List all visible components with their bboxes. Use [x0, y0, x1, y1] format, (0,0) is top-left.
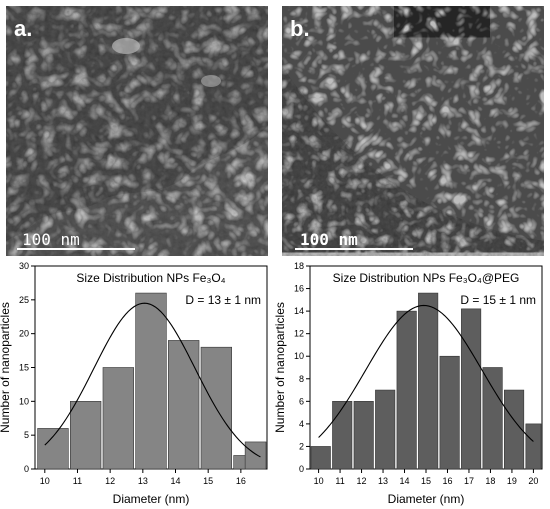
- y-tick-label: 4: [299, 419, 304, 429]
- histogram-bar: [244, 441, 267, 470]
- x-axis-label: Diameter (nm): [113, 492, 190, 506]
- scale-bar-label-a: 100 nm: [22, 230, 80, 249]
- histogram-bar: [70, 401, 102, 470]
- gaussian-fit-curve: [318, 304, 534, 442]
- histogram-bar: [461, 308, 482, 470]
- tem-image-b: [282, 6, 544, 256]
- x-tick-label: 14: [170, 476, 180, 486]
- histogram-bar: [310, 446, 331, 470]
- histogram-svg-a: Size Distribution NPs Fe₃O₄ D = 13 ± 1 n…: [0, 261, 268, 506]
- histogram-bar: [37, 428, 69, 470]
- panel-label-a: a.: [14, 16, 33, 41]
- scale-bar-a: [17, 248, 135, 250]
- x-tick-label: 17: [464, 476, 474, 486]
- tem-image-a: [6, 6, 268, 256]
- x-tick-label: 19: [507, 476, 517, 486]
- histogram-bar: [396, 310, 417, 470]
- histogram-bar: [332, 401, 353, 470]
- histogram-bar: [525, 423, 542, 470]
- y-tick-label: 0: [24, 464, 29, 474]
- x-tick-label: 13: [378, 476, 388, 486]
- y-tick-label: 14: [294, 306, 304, 316]
- x-tick-label: 12: [105, 476, 115, 486]
- chart-title: Size Distribution NPs Fe₃O₄: [76, 271, 225, 285]
- chart-annotation: D = 15 ± 1 nm: [460, 293, 536, 307]
- histogram-bar: [504, 389, 525, 470]
- x-tick-label: 16: [236, 476, 246, 486]
- x-tick-label: 13: [138, 476, 148, 486]
- y-tick-label: 5: [24, 430, 29, 440]
- x-tick-label: 20: [528, 476, 538, 486]
- histogram-bar: [439, 355, 460, 470]
- histogram-chart-b: Size Distribution NPs Fe₃O₄@PEG D = 15 ±…: [273, 260, 550, 509]
- x-tick-label: 10: [314, 476, 324, 486]
- gaussian-fit-curve: [44, 302, 261, 458]
- x-tick-label: 14: [400, 476, 410, 486]
- y-tick-label: 0: [299, 464, 304, 474]
- x-tick-label: 12: [357, 476, 367, 486]
- histogram-bar: [135, 292, 167, 470]
- x-tick-label: 16: [442, 476, 452, 486]
- scale-bar-label-b: 100 nm: [300, 230, 358, 249]
- y-tick-label: 6: [299, 396, 304, 406]
- histogram-svg-b: Size Distribution NPs Fe₃O₄@PEG D = 15 ±…: [273, 261, 543, 506]
- y-tick-label: 20: [19, 329, 29, 339]
- x-tick-label: 10: [40, 476, 50, 486]
- y-tick-label: 12: [294, 329, 304, 339]
- y-tick-label: 18: [294, 261, 304, 271]
- scale-bar-b: [295, 248, 413, 250]
- histogram-bar: [102, 367, 134, 470]
- histogram-bar: [353, 401, 374, 470]
- histogram-bar: [375, 389, 396, 470]
- chart-annotation: D = 13 ± 1 nm: [185, 293, 261, 307]
- y-tick-label: 2: [299, 441, 304, 451]
- panel-label-b: b.: [290, 16, 310, 41]
- y-tick-label: 10: [19, 396, 29, 406]
- y-tick-label: 8: [299, 374, 304, 384]
- x-tick-label: 15: [203, 476, 213, 486]
- y-tick-label: 16: [294, 284, 304, 294]
- x-axis-label: Diameter (nm): [388, 492, 465, 506]
- y-axis-label: Number of nanoparticles: [273, 302, 287, 433]
- x-tick-label: 15: [421, 476, 431, 486]
- histogram-bar: [482, 367, 503, 470]
- x-tick-label: 18: [485, 476, 495, 486]
- histogram-bar: [418, 292, 439, 470]
- histogram-chart-a: Size Distribution NPs Fe₃O₄ D = 13 ± 1 n…: [0, 260, 275, 509]
- x-tick-label: 11: [335, 476, 344, 486]
- histogram-bar: [168, 340, 200, 470]
- y-tick-label: 25: [19, 295, 29, 305]
- chart-title: Size Distribution NPs Fe₃O₄@PEG: [333, 271, 520, 285]
- y-tick-label: 15: [19, 363, 29, 373]
- x-tick-label: 11: [73, 476, 82, 486]
- y-tick-label: 30: [19, 261, 29, 271]
- y-tick-label: 10: [294, 351, 304, 361]
- y-axis-label: Number of nanoparticles: [0, 302, 12, 433]
